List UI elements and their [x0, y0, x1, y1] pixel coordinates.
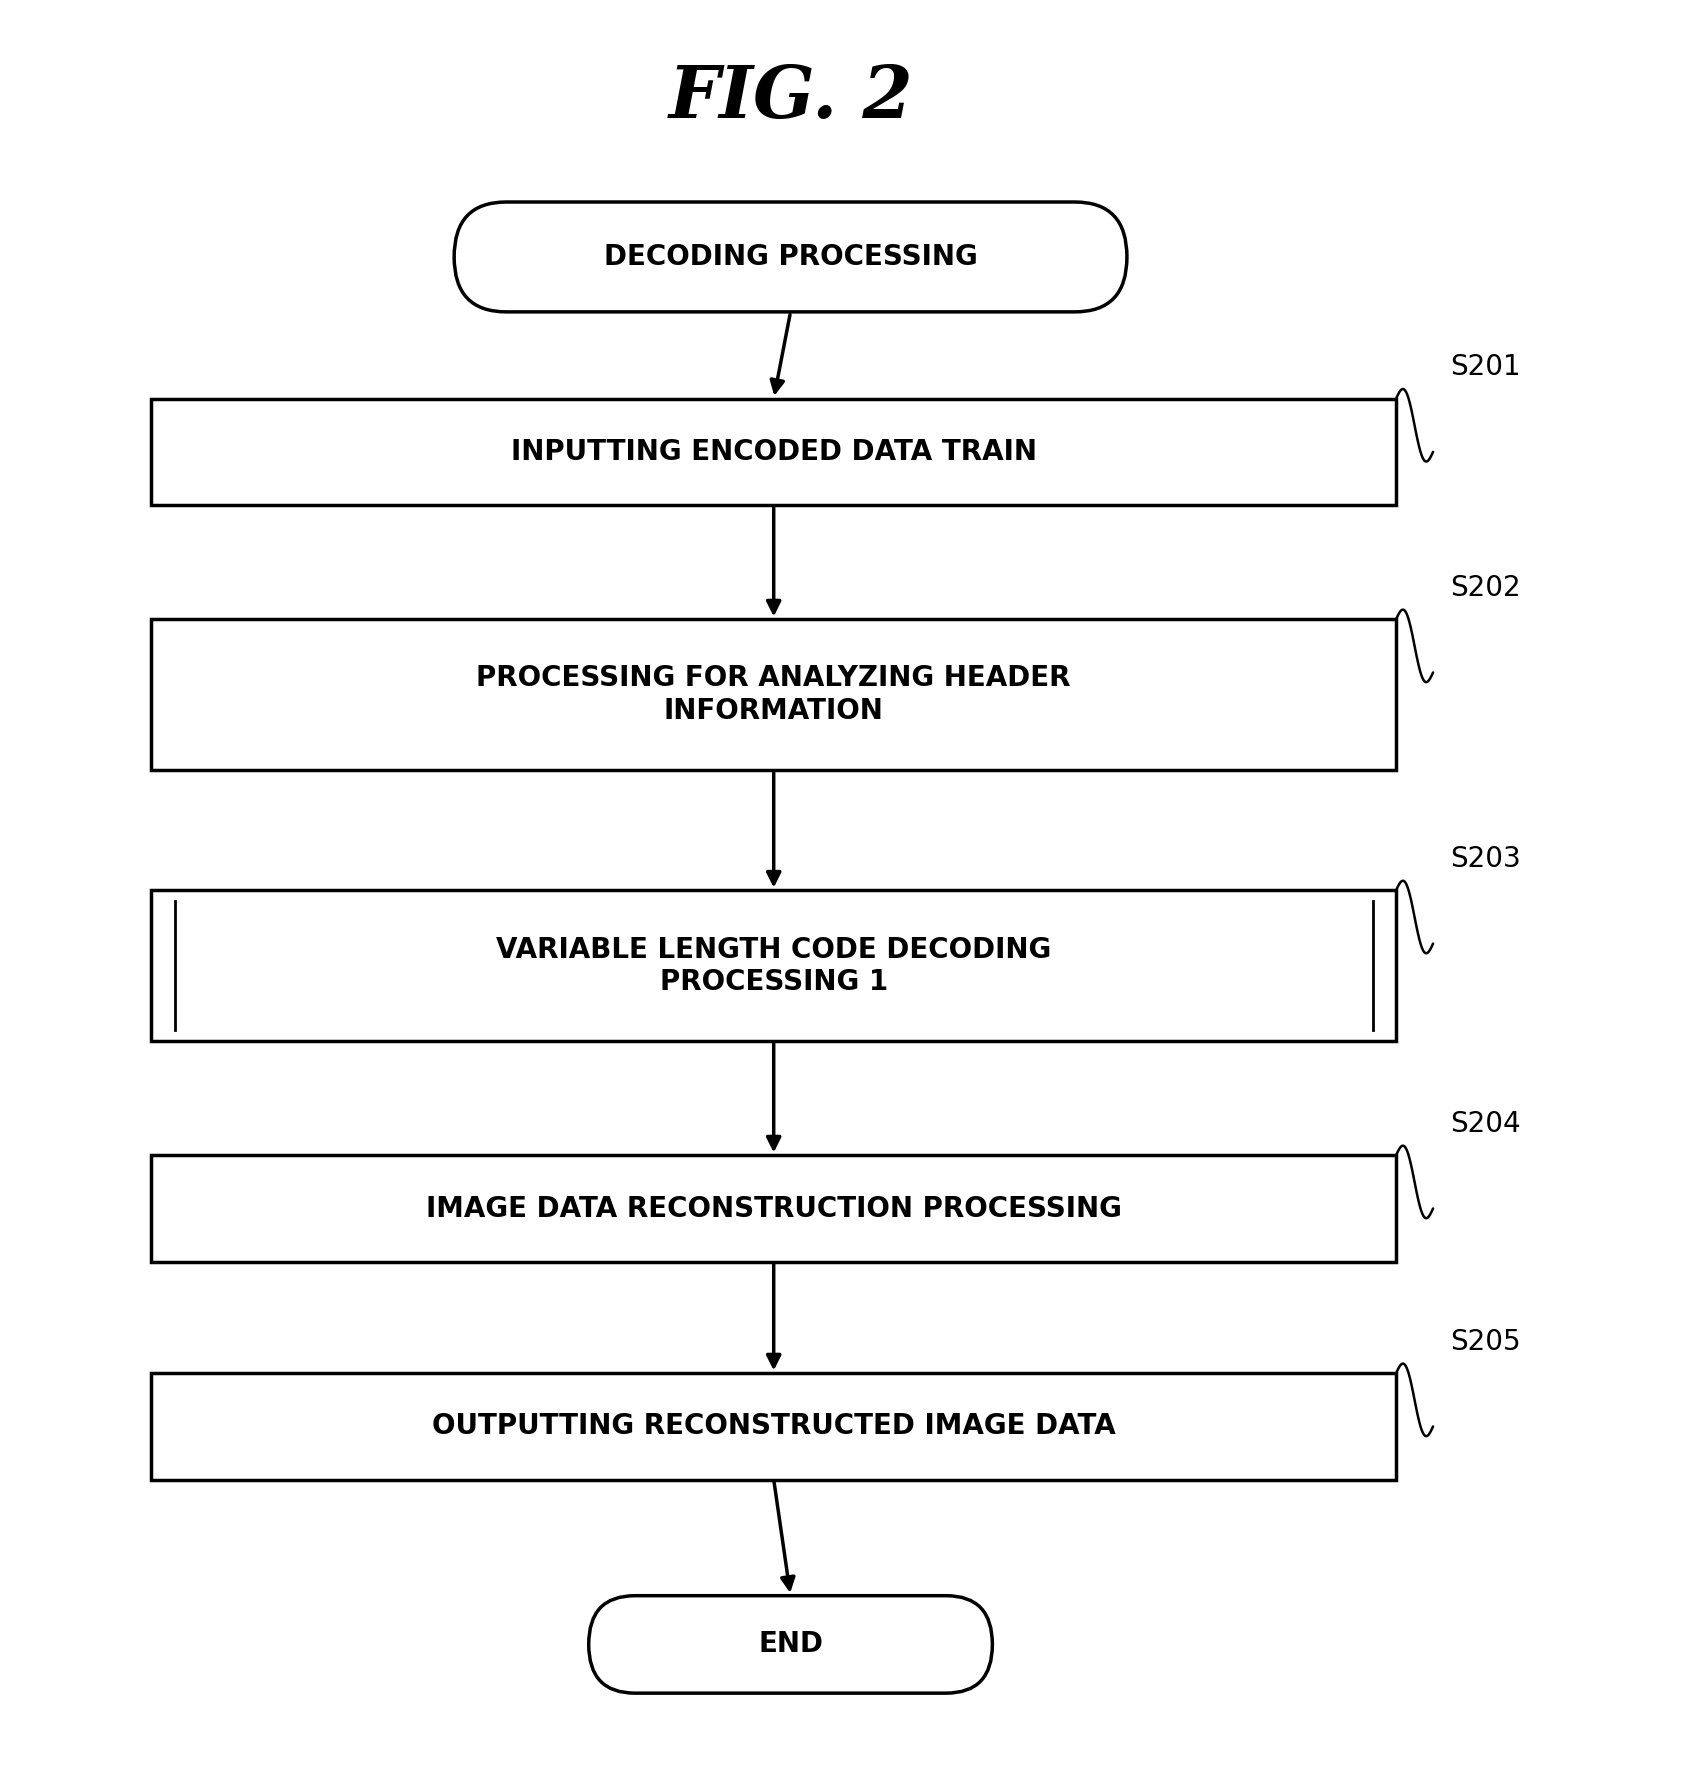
- FancyBboxPatch shape: [151, 1155, 1396, 1262]
- Text: IMAGE DATA RECONSTRUCTION PROCESSING: IMAGE DATA RECONSTRUCTION PROCESSING: [426, 1194, 1122, 1223]
- Text: S202: S202: [1450, 574, 1521, 602]
- FancyBboxPatch shape: [151, 1373, 1396, 1480]
- Text: VARIABLE LENGTH CODE DECODING
PROCESSING 1: VARIABLE LENGTH CODE DECODING PROCESSING…: [496, 936, 1051, 996]
- FancyBboxPatch shape: [454, 202, 1127, 312]
- Text: END: END: [759, 1630, 822, 1659]
- Text: INPUTTING ENCODED DATA TRAIN: INPUTTING ENCODED DATA TRAIN: [511, 438, 1036, 466]
- FancyBboxPatch shape: [151, 620, 1396, 769]
- FancyBboxPatch shape: [589, 1595, 992, 1694]
- Text: S203: S203: [1450, 845, 1521, 874]
- Text: S201: S201: [1450, 353, 1521, 381]
- FancyBboxPatch shape: [151, 890, 1396, 1042]
- Text: DECODING PROCESSING: DECODING PROCESSING: [604, 243, 977, 271]
- Text: FIG. 2: FIG. 2: [668, 62, 913, 133]
- Text: PROCESSING FOR ANALYZING HEADER
INFORMATION: PROCESSING FOR ANALYZING HEADER INFORMAT…: [476, 664, 1071, 725]
- Text: S205: S205: [1450, 1327, 1521, 1356]
- Text: S204: S204: [1450, 1109, 1521, 1138]
- Text: OUTPUTTING RECONSTRUCTED IMAGE DATA: OUTPUTTING RECONSTRUCTED IMAGE DATA: [432, 1412, 1115, 1441]
- FancyBboxPatch shape: [151, 399, 1396, 505]
